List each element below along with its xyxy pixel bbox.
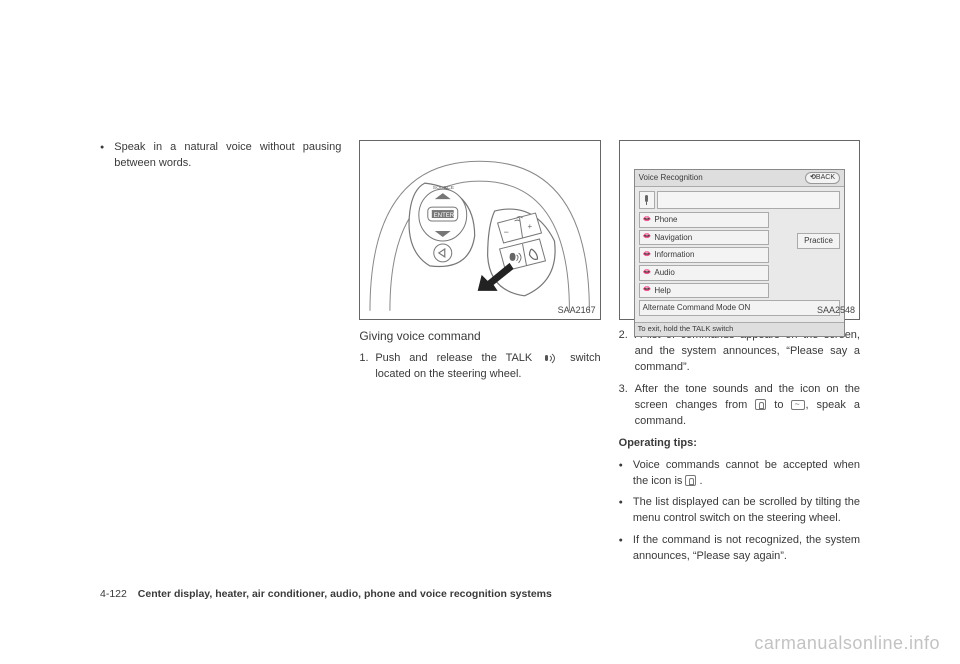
- svg-text:SOURCE: SOURCE: [433, 185, 455, 191]
- bullet-natural-voice: Speak in a natural voice without pausing…: [100, 140, 341, 172]
- column-2: ENTER SOURCE − +: [359, 140, 600, 571]
- step-text: Push and release the TALK switch located…: [375, 351, 600, 383]
- figure-caption: SAA2167: [558, 304, 596, 317]
- tip1-text-b: .: [700, 475, 703, 487]
- step-number: 1.: [359, 351, 375, 383]
- vr-row-help: 👄Help: [639, 283, 769, 299]
- vr-screen-wrapper: Voice Recognition ⟲BACK 👄Phone 👄Navi: [620, 141, 859, 355]
- column-1: Speak in a natural voice without pausing…: [100, 140, 341, 571]
- tip-3: If the command is not recognized, the sy…: [619, 533, 860, 565]
- svg-text:ENTER: ENTER: [434, 213, 455, 219]
- steering-wheel-illustration: ENTER SOURCE − +: [360, 141, 599, 319]
- svg-text:+: +: [528, 222, 533, 231]
- tip1-text-a: Voice commands cannot be accepted when t…: [633, 459, 860, 487]
- step-number: 3.: [619, 382, 635, 430]
- listening-after-icon: [791, 400, 805, 410]
- tip-text: Voice commands cannot be accepted when t…: [633, 458, 860, 490]
- listening-before-icon: [685, 475, 696, 486]
- tip-2: The list displayed can be scrolled by ti…: [619, 495, 860, 527]
- subhead-giving-voice-command: Giving voice command: [359, 328, 600, 345]
- tip-text: If the command is not recognized, the sy…: [633, 533, 860, 565]
- vr-status-icon: [639, 191, 655, 209]
- svg-text:−: −: [504, 227, 509, 237]
- vr-row-phone: 👄Phone: [639, 212, 769, 228]
- figure-steering-wheel: ENTER SOURCE − +: [359, 140, 600, 320]
- vr-row-navigation: 👄Navigation: [639, 230, 769, 246]
- vr-inner: Voice Recognition ⟲BACK 👄Phone 👄Navi: [634, 169, 845, 337]
- vr-footbar: To exit, hold the TALK switch: [635, 322, 844, 336]
- tip-1: Voice commands cannot be accepted when t…: [619, 458, 860, 490]
- step-1: 1. Push and release the TALK switch loca…: [359, 351, 600, 383]
- column-3: Voice Recognition ⟲BACK 👄Phone 👄Navi: [619, 140, 860, 571]
- operating-tips-heading: Operating tips:: [619, 436, 860, 452]
- bullet-text: Speak in a natural voice without pausing…: [114, 140, 341, 172]
- step-3: 3. After the tone sounds and the icon on…: [619, 382, 860, 430]
- step-text: After the tone sounds and the icon on th…: [635, 382, 860, 430]
- vr-row-alternate: Alternate Command Mode ON: [639, 300, 840, 316]
- manual-page: Speak in a natural voice without pausing…: [0, 0, 960, 664]
- page-footer: 4-122 Center display, heater, air condit…: [100, 588, 552, 600]
- figure-voice-recognition-screen: Voice Recognition ⟲BACK 👄Phone 👄Navi: [619, 140, 860, 320]
- vr-row-audio: 👄Audio: [639, 265, 769, 281]
- vr-practice-button: Practice: [797, 233, 840, 249]
- figure-caption: SAA2548: [817, 304, 855, 317]
- tip-text: The list displayed can be scrolled by ti…: [633, 495, 860, 527]
- step3-text-b: to: [774, 399, 783, 411]
- step1-text-a: Push and release the TALK: [375, 352, 532, 364]
- vr-titlebar: Voice Recognition ⟲BACK: [635, 170, 844, 187]
- vr-body: 👄Phone 👄Navigation 👄Information 👄Audio 👄…: [635, 187, 844, 322]
- watermark: carmanualsonline.info: [754, 633, 940, 654]
- vr-title: Voice Recognition: [639, 172, 703, 184]
- page-number: 4-122: [100, 588, 127, 600]
- chapter-title: Center display, heater, air conditioner,…: [138, 588, 552, 600]
- talk-icon: [543, 353, 559, 364]
- vr-row-information: 👄Information: [639, 247, 769, 263]
- content-columns: Speak in a natural voice without pausing…: [100, 140, 860, 571]
- vr-command-input: [657, 191, 840, 209]
- vr-back-button: ⟲BACK: [805, 172, 840, 184]
- listening-before-icon: [755, 399, 766, 410]
